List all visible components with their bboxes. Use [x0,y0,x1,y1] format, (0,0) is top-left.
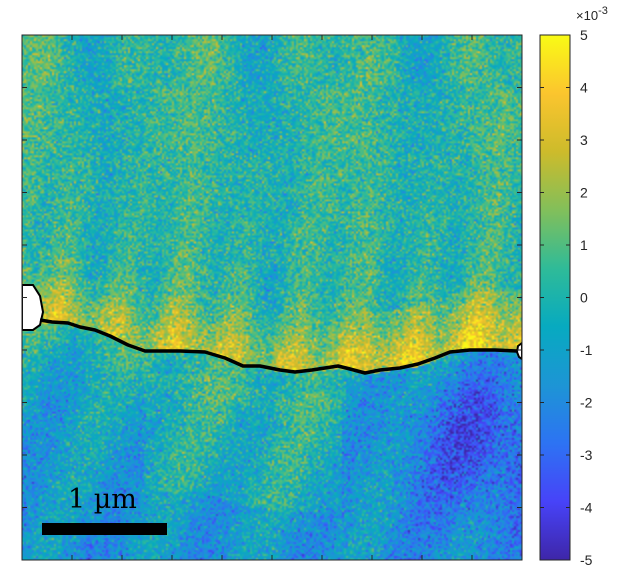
plot-frame-ticks [22,35,522,560]
heatmap-plot-area [22,35,522,560]
colorbar-tick-label: 3 [580,132,588,148]
colorbar-tick-label: -4 [580,500,593,516]
scale-bar: 1 µm [42,484,167,535]
colorbar-tick-label: 1 [580,237,588,253]
scale-bar-label: 1 µm [68,484,137,515]
scale-bar-line [42,523,167,535]
colorbar-multiplier-base: ×10 [576,8,598,23]
colorbar-tick-label: -1 [580,342,593,358]
grain-boundary-line [39,318,518,375]
colorbar-tick-label: 4 [580,80,588,96]
void-region-right [515,341,522,361]
colorbar-tick-label: -2 [580,395,593,411]
colorbar-gradient [539,34,571,561]
strain-heatmap [22,35,522,560]
colorbar-tick-label: -5 [580,552,593,568]
colorbar-tick-label: 5 [580,27,588,43]
colorbar-tick-label: 2 [580,185,588,201]
colorbar-multiplier-exponent: -3 [598,5,608,17]
colorbar-ticks: 5 4 3 2 1 0 -1 -2 -3 -4 -5 [540,27,593,568]
colorbar-tick-label: 0 [580,290,588,306]
colorbar-tick-label: -3 [580,447,593,463]
colorbar-multiplier: ×10-3 [576,5,608,23]
